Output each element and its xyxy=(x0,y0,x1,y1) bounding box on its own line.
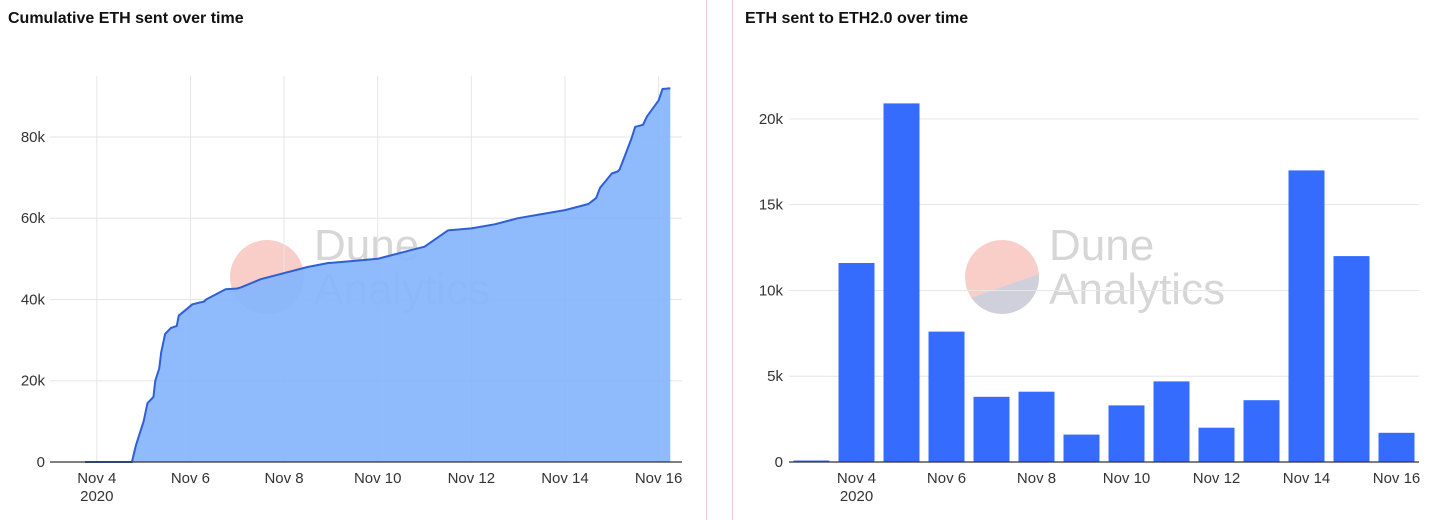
bar xyxy=(1378,432,1415,462)
x-tick-label: Nov 10 xyxy=(1103,470,1151,487)
y-tick-label: 10k xyxy=(759,282,784,299)
y-tick-label: 60k xyxy=(21,210,46,227)
cumulative-chart-panel: Cumulative ETH sent over time DuneAnalyt… xyxy=(0,0,706,520)
x-tick-label: Nov 6 xyxy=(927,470,966,487)
chart-title: Cumulative ETH sent over time xyxy=(8,10,244,27)
x-tick-label: Nov 16 xyxy=(635,470,683,487)
x-tick-label: Nov 10 xyxy=(354,470,402,487)
x-tick-sublabel: 2020 xyxy=(840,488,873,505)
area-line xyxy=(85,87,671,463)
chart-title: ETH sent to ETH2.0 over time xyxy=(745,10,969,27)
x-tick-label: Nov 4 xyxy=(837,470,876,487)
panel-divider xyxy=(732,0,733,520)
cumulative-area-chart: Nov 4 Nov 6 Nov 8 Nov 10 Nov 12 Nov 14 Nov 16 0… xyxy=(21,76,683,505)
bar xyxy=(1108,405,1145,462)
y-tick-label: 0 xyxy=(37,454,45,471)
bar xyxy=(928,331,965,462)
y-tick-label: 80k xyxy=(21,129,46,146)
bar xyxy=(1063,434,1100,462)
x-tick-label: Nov 12 xyxy=(1193,470,1241,487)
x-tick-label: Nov 4 xyxy=(77,470,116,487)
bar xyxy=(838,263,875,462)
bar xyxy=(1333,256,1370,462)
x-tick-label: Nov 14 xyxy=(541,470,589,487)
x-tick-sublabel: 2020 xyxy=(80,488,113,505)
daily-chart-panel: ETH sent to ETH2.0 over time Dune Analyti… xyxy=(733,0,1440,520)
bar xyxy=(883,103,920,463)
x-tick-label: Nov 8 xyxy=(1017,470,1056,487)
y-tick-label: 0 xyxy=(775,454,783,471)
bar xyxy=(793,460,830,462)
bar xyxy=(1288,170,1325,462)
bar xyxy=(973,396,1010,462)
bar xyxy=(1018,391,1055,462)
y-tick-label: 20k xyxy=(21,373,46,390)
x-tick-label: Nov 8 xyxy=(264,470,303,487)
panel-divider xyxy=(706,0,707,520)
bar xyxy=(1243,400,1280,462)
area-fill xyxy=(85,88,671,462)
bar xyxy=(1153,381,1190,462)
y-tick-label: 15k xyxy=(759,197,784,214)
x-tick-label: Nov 16 xyxy=(1373,470,1421,487)
y-tick-label: 20k xyxy=(759,111,784,128)
bar xyxy=(1198,427,1235,462)
x-tick-label: Nov 12 xyxy=(448,470,496,487)
x-tick-label: Nov 14 xyxy=(1283,470,1331,487)
y-tick-label: 5k xyxy=(767,368,783,385)
y-tick-label: 40k xyxy=(21,291,46,308)
x-tick-label: Nov 6 xyxy=(171,470,210,487)
